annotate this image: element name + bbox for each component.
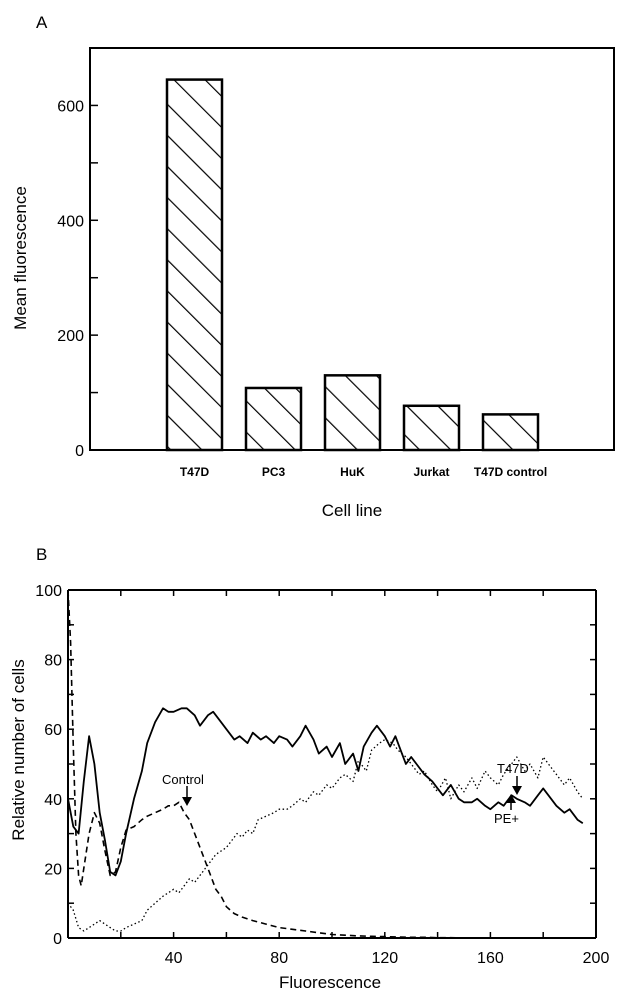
bar xyxy=(402,404,461,452)
panel-b-label: B xyxy=(36,545,47,564)
y-tick-label: 60 xyxy=(44,722,62,739)
panel-a-y-axis-title: Mean fluorescence xyxy=(11,186,30,330)
y-tick-label: 600 xyxy=(57,98,84,115)
panel-a-label: A xyxy=(36,13,48,32)
panel-a-bars xyxy=(165,78,540,452)
annotation-control: Control xyxy=(162,772,204,787)
category-label: Jurkat xyxy=(413,465,449,479)
panel-a-category-labels: T47D PC3 HuK Jurkat T47D control xyxy=(180,465,547,479)
category-label: T47D control xyxy=(474,465,547,479)
x-tick-label: 40 xyxy=(165,950,183,967)
y-tick-label: 40 xyxy=(44,792,62,809)
bar xyxy=(244,386,303,452)
bar xyxy=(165,78,224,452)
x-tick-label: 160 xyxy=(477,950,504,967)
y-tick-label: 0 xyxy=(53,931,62,948)
bar xyxy=(323,374,382,452)
panel-b-line-chart: B 40 80 120 160 200 0 20 40 60 80 100 Control T47D… xyxy=(9,545,609,992)
category-label: PC3 xyxy=(262,465,286,479)
pe-plus-arrow-icon xyxy=(506,794,516,810)
panel-a-y-ticks: 0 200 400 600 xyxy=(57,47,98,460)
t47d-arrow-icon xyxy=(512,776,522,795)
dashed-series-line xyxy=(67,589,570,939)
y-tick-label: 80 xyxy=(44,653,62,670)
x-tick-label: 200 xyxy=(583,950,610,967)
y-tick-label: 200 xyxy=(57,328,84,345)
annotation-t47d: T47D xyxy=(497,761,529,776)
panel-a-bar-chart: A 0 200 400 600 T47D PC3 HuK Jurkat T47D contro… xyxy=(11,13,615,520)
y-tick-label: 400 xyxy=(57,213,84,230)
x-tick-label: 120 xyxy=(371,950,398,967)
y-tick-label: 20 xyxy=(44,861,62,878)
category-label: T47D xyxy=(180,465,210,479)
panel-b-x-axis-title: Fluorescence xyxy=(279,973,381,992)
y-tick-label: 0 xyxy=(75,443,84,460)
bar xyxy=(481,413,540,452)
control-arrow-icon xyxy=(182,786,192,806)
annotation-pe-plus: PE+ xyxy=(494,811,519,826)
panel-b-series xyxy=(67,589,584,939)
category-label: HuK xyxy=(340,465,365,479)
x-tick-label: 80 xyxy=(270,950,288,967)
panel-b-y-axis-title: Relative number of cells xyxy=(9,659,28,840)
panel-b-ticks: 40 80 120 160 200 0 20 40 60 80 100 xyxy=(35,583,609,967)
y-tick-label: 100 xyxy=(35,583,62,600)
panel-a-x-axis-title: Cell line xyxy=(322,501,382,520)
solid-series-line xyxy=(67,707,584,877)
